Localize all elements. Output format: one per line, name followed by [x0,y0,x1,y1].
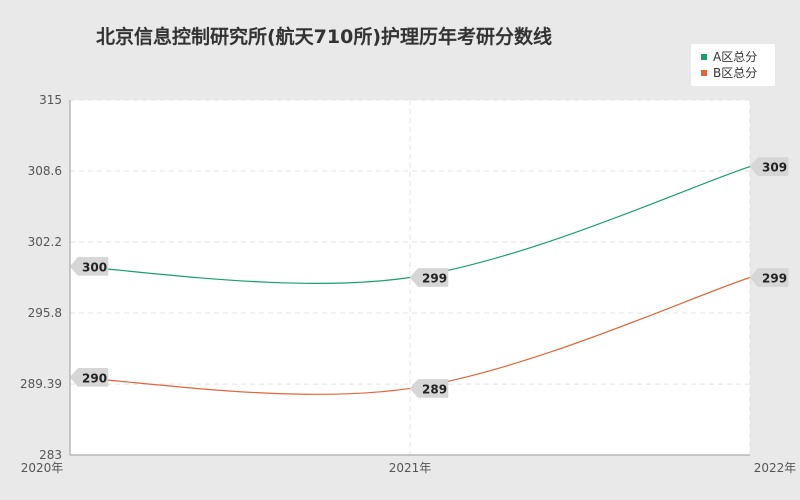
chart-title: 北京信息控制研究所(航天710所)护理历年考研分数线 [96,26,553,48]
x-tick-label: 2020年 [21,461,64,475]
x-tick-label: 2022年 [754,461,797,475]
y-tick-label: 295.8 [28,306,62,320]
data-label-bg [749,268,789,287]
data-label-bg [69,368,109,387]
data-label: 290 [82,371,107,385]
legend-item-a[interactable]: A区总分 [701,49,757,65]
legend-label-b: B区总分 [713,66,758,80]
data-label-bg [409,379,449,398]
legend-swatch-a [701,53,707,60]
legend: A区总分 B区总分 [691,44,775,86]
data-label: 300 [82,260,107,274]
x-tick-label: 2021年 [389,461,432,475]
data-label: 289 [422,382,447,396]
data-label: 309 [762,161,787,175]
legend-item-b[interactable]: B区总分 [701,65,757,81]
legend-label-a: A区总分 [713,50,758,64]
data-label: 299 [422,272,447,286]
y-tick-label: 289.39 [20,377,62,391]
y-tick-label: 308.6 [28,164,62,178]
y-tick-label: 302.2 [28,235,62,249]
data-label-bg [409,268,449,287]
y-tick-label: 315 [39,93,62,107]
data-label-bg [69,257,109,276]
data-label-bg [749,157,789,176]
y-tick-label: 283 [39,448,62,462]
legend-swatch-b [701,69,707,76]
data-label: 299 [762,272,787,286]
